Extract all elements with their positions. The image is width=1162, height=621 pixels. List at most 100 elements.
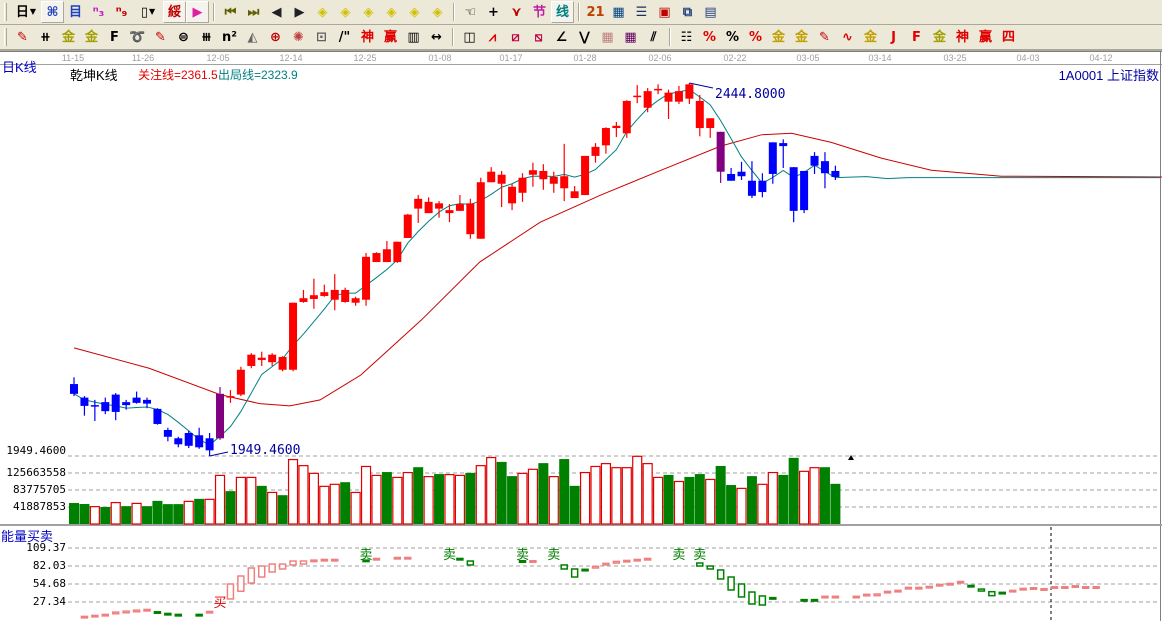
special-chart-button[interactable]: 綏 (163, 1, 186, 23)
network-button[interactable]: ⧉ (676, 1, 699, 23)
first-bar-button[interactable]: ⏮ (219, 1, 242, 23)
kline-chart[interactable]: 11-15 11-26 12-05 12-14 12-25 01-08 01-17 01-28… (0, 51, 1162, 621)
zoom-in-button[interactable]: ◈ (357, 1, 380, 23)
volume-bar (371, 474, 382, 525)
volume-bar (778, 474, 789, 524)
sell-signal: 卖 (443, 548, 456, 563)
candle-body (570, 191, 579, 199)
notes-button[interactable]: ☰ (630, 1, 653, 23)
volume-bar (757, 483, 768, 525)
god-angle-button[interactable]: 神 (951, 26, 974, 48)
draw-pen-button[interactable]: ✎ (11, 26, 34, 48)
wave-mark-button[interactable]: /" (333, 26, 356, 48)
candle-body (195, 435, 204, 448)
gold-line-2-button[interactable]: 金 (80, 26, 103, 48)
channel-button[interactable]: ⫽ (642, 26, 665, 48)
cycle-lines-button[interactable]: ⧻ (195, 26, 218, 48)
win-angle-button[interactable]: 赢 (974, 26, 997, 48)
percent-levels-button[interactable]: % (744, 26, 767, 48)
measure-button[interactable]: ↔ (425, 26, 448, 48)
fan-lines-icon: ⩘ (488, 29, 497, 45)
four-angle-button[interactable]: 四 (997, 26, 1020, 48)
period-label[interactable]: 日K线 (2, 60, 37, 75)
move-left-button[interactable]: ◈ (311, 1, 334, 23)
scroll-left-button[interactable]: ◀ (265, 1, 288, 23)
flag-button[interactable]: ▶ (186, 1, 209, 23)
last-bar-button[interactable]: ⏭ (242, 1, 265, 23)
wave-9-button[interactable]: ⁿ₉ (110, 1, 133, 23)
line-select-button[interactable]: 线 (551, 1, 574, 23)
marker-button[interactable]: ✎ (813, 26, 836, 48)
wave-3-icon: ⁿ₃ (92, 4, 105, 20)
ruler-button[interactable]: ▥ (402, 26, 425, 48)
pen-ruler-icon: ✎ (155, 29, 166, 45)
list-icon: 目 (68, 4, 82, 20)
energy-bar (466, 560, 475, 566)
angle-button[interactable]: ∠ (550, 26, 573, 48)
percent-button[interactable]: % (721, 26, 744, 48)
gold-levels-button[interactable]: 金 (790, 26, 813, 48)
price-ladder-button[interactable]: ☷ (675, 26, 698, 48)
computer-button[interactable]: ▤ (699, 1, 722, 23)
node-button[interactable]: 节 (528, 1, 551, 23)
target-button[interactable]: ⊕ (264, 26, 287, 48)
toolbar-grip[interactable] (4, 3, 7, 21)
move-right-button[interactable]: ◈ (334, 1, 357, 23)
radar-button[interactable]: ✺ (287, 26, 310, 48)
square-n-button[interactable]: n² (218, 26, 241, 48)
gann-box-button[interactable]: ⧄ (504, 26, 527, 48)
list-button[interactable]: 目 (64, 1, 87, 23)
candle (403, 213, 412, 238)
box-target-button[interactable]: ⊡ (310, 26, 333, 48)
j-angle-button[interactable]: J (882, 26, 905, 48)
gold-ratio-button[interactable]: 金 (859, 26, 882, 48)
zoom-out-button[interactable]: ◈ (380, 1, 403, 23)
candle-body (560, 176, 569, 189)
energy-bar (372, 557, 381, 561)
calendar-button[interactable]: 21 (584, 1, 607, 23)
gold-angle-button[interactable]: 金 (928, 26, 951, 48)
gold-coin-button[interactable]: 金 (767, 26, 790, 48)
toolbar-grip[interactable] (4, 28, 7, 46)
fibonacci-button[interactable]: F (103, 26, 126, 48)
percent-line-button[interactable]: % (698, 26, 721, 48)
network-chart-button[interactable]: ⌘ (41, 1, 64, 23)
energy-bar (560, 564, 568, 570)
gold-line-button[interactable]: 金 (57, 26, 80, 48)
f-angle-button[interactable]: F (905, 26, 928, 48)
shrink-button[interactable]: ◈ (426, 1, 449, 23)
calculator-button[interactable]: ▦ (607, 1, 630, 23)
triangle-button[interactable]: ◭ (241, 26, 264, 48)
line-chart-button[interactable]: ⋎ (505, 1, 528, 23)
save-button[interactable]: ▣ (653, 1, 676, 23)
candle-body (101, 402, 110, 412)
crosshair-button[interactable]: + (482, 1, 505, 23)
rectangle-button[interactable]: ◫ (458, 26, 481, 48)
energy-bar (946, 582, 954, 586)
spiral-button[interactable]: ➰ (126, 26, 149, 48)
expand-button[interactable]: ◈ (403, 1, 426, 23)
wave-3-button[interactable]: ⁿ₃ (87, 1, 110, 23)
period-select-button[interactable]: 日 ▼ (11, 1, 41, 23)
win-line-button[interactable]: 赢 (379, 26, 402, 48)
volume-bar (256, 485, 267, 524)
circle-button[interactable]: ⊜ (172, 26, 195, 48)
candle (549, 171, 558, 193)
gann-grid-button[interactable]: ⧅ (527, 26, 550, 48)
candle (362, 253, 371, 306)
candle (831, 165, 840, 180)
parallel-lines-button[interactable]: ⧺ (34, 26, 57, 48)
candle-type-select-button[interactable]: ▯ ▼ (133, 1, 163, 23)
volume-tick-2: 83775705 (13, 483, 66, 496)
energy-indicator-title[interactable]: 能量买卖 (1, 529, 54, 544)
volume-bar (392, 476, 403, 525)
grid-button[interactable]: ▦ (596, 26, 619, 48)
sine-button[interactable]: ∿ (836, 26, 859, 48)
grid-2-button[interactable]: ▦ (619, 26, 642, 48)
wave-v-button[interactable]: ⋁ (573, 26, 596, 48)
pen-ruler-button[interactable]: ✎ (149, 26, 172, 48)
god-line-button[interactable]: 神 (356, 26, 379, 48)
hand-button[interactable]: ☜ (459, 1, 482, 23)
scroll-right-button[interactable]: ▶ (288, 1, 311, 23)
fan-lines-button[interactable]: ⩘ (481, 26, 504, 48)
